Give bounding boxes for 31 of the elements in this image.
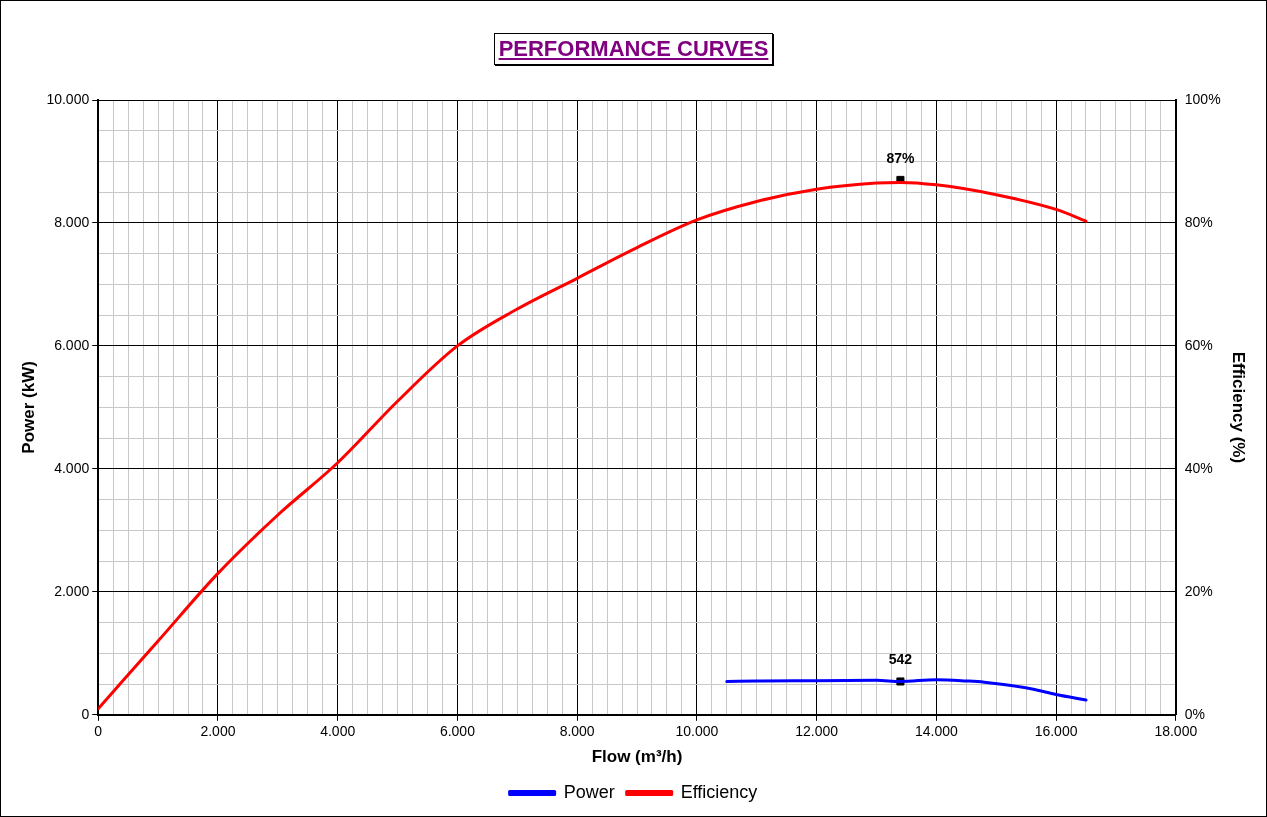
x-tick-label: 4.000 — [320, 723, 356, 740]
x-tick-label: 6.000 — [439, 723, 476, 740]
y2-tick-label: 80% — [1184, 213, 1213, 230]
data-label: 542 — [888, 651, 913, 668]
line-series — [725, 678, 1088, 702]
y-tick-label: 4.000 — [54, 459, 90, 476]
y-tick-label: 8.000 — [54, 213, 90, 230]
y2-axis-title: Efficiency (%) — [1229, 351, 1249, 464]
y-tick-label: 2.000 — [54, 582, 90, 599]
x-tick-label: 2.000 — [200, 723, 236, 740]
x-tick-label: 16.000 — [1034, 723, 1078, 740]
x-tick-label: 10.000 — [675, 723, 719, 740]
x-tick-label: 12.000 — [795, 723, 839, 740]
x-tick-label: 18.000 — [1154, 723, 1198, 740]
y2-tick-label: 60% — [1184, 336, 1213, 353]
x-tick-label: 8.000 — [559, 723, 595, 740]
y-tick-label: 6.000 — [54, 336, 90, 353]
data-label: 87% — [886, 149, 915, 166]
legend-label: Power — [563, 781, 615, 802]
y-tick-label: 10.000 — [46, 90, 90, 107]
x-tick-label: 0 — [94, 723, 103, 740]
x-axis-title: Flow (m³/h) — [591, 747, 683, 767]
x-tick-label: 14.000 — [914, 723, 958, 740]
y2-tick-label: 100% — [1184, 90, 1221, 107]
y2-tick-label: 40% — [1184, 459, 1213, 476]
chart-title: PERFORMANCE CURVES — [493, 33, 774, 65]
y-tick-label: 0 — [81, 705, 90, 722]
y2-tick-label: 20% — [1184, 582, 1213, 599]
y-axis-title: Power (kW) — [18, 361, 38, 454]
y2-tick-label: 0% — [1184, 705, 1206, 722]
legend-label: Efficiency — [680, 781, 758, 802]
